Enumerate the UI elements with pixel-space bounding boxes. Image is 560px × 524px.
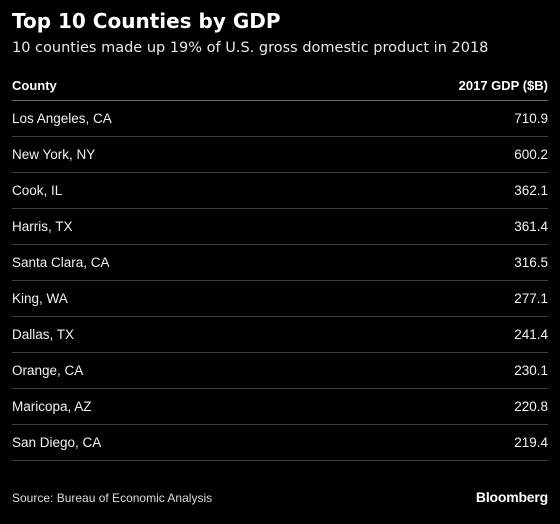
table-header: County 2017 GDP ($B) [12,70,548,101]
brand-logo: Bloomberg [475,489,548,505]
chart-title: Top 10 Counties by GDP [12,9,281,33]
table-row: Cook, IL 362.1 [12,173,548,209]
column-header-gdp: 2017 GDP ($B) [458,77,548,93]
county-cell: Los Angeles, CA [12,111,112,126]
table-row: Harris, TX 361.4 [12,209,548,245]
gdp-cell: 361.4 [514,219,548,234]
county-cell: Orange, CA [12,363,84,378]
county-cell: Santa Clara, CA [12,255,110,270]
table-row: King, WA 277.1 [12,281,548,317]
county-cell: New York, NY [12,147,96,162]
gdp-cell: 230.1 [514,363,548,378]
table-row: Dallas, TX 241.4 [12,317,548,353]
column-header-county: County [12,77,57,93]
gdp-cell: 241.4 [514,327,548,342]
table-row: Orange, CA 230.1 [12,353,548,389]
county-cell: San Diego, CA [12,435,102,450]
table-row: San Diego, CA 219.4 [12,425,548,461]
table-body: Los Angeles, CA 710.9 New York, NY 600.2 Coo… [12,101,548,461]
table-row: Maricopa, AZ 220.8 [12,389,548,425]
gdp-cell: 277.1 [514,291,548,306]
gdp-table: County 2017 GDP ($B) Los Angeles, CA 710.… [12,70,548,461]
table-row: Santa Clara, CA 316.5 [12,245,548,281]
gdp-cell: 600.2 [514,147,548,162]
source-note: Source: Bureau of Economic Analysis [12,491,213,505]
gdp-cell: 710.9 [514,111,548,126]
gdp-cell: 220.8 [514,399,548,414]
county-cell: King, WA [12,291,68,306]
table-row: Los Angeles, CA 710.9 [12,101,548,137]
gdp-cell: 362.1 [514,183,548,198]
county-cell: Dallas, TX [12,327,75,342]
county-cell: Maricopa, AZ [12,399,92,414]
gdp-cell: 316.5 [514,255,548,270]
table-row: New York, NY 600.2 [12,137,548,173]
gdp-cell: 219.4 [514,435,548,450]
county-cell: Harris, TX [12,219,73,234]
chart-subtitle: 10 counties made up 19% of U.S. gross do… [12,40,489,56]
county-cell: Cook, IL [12,183,63,198]
